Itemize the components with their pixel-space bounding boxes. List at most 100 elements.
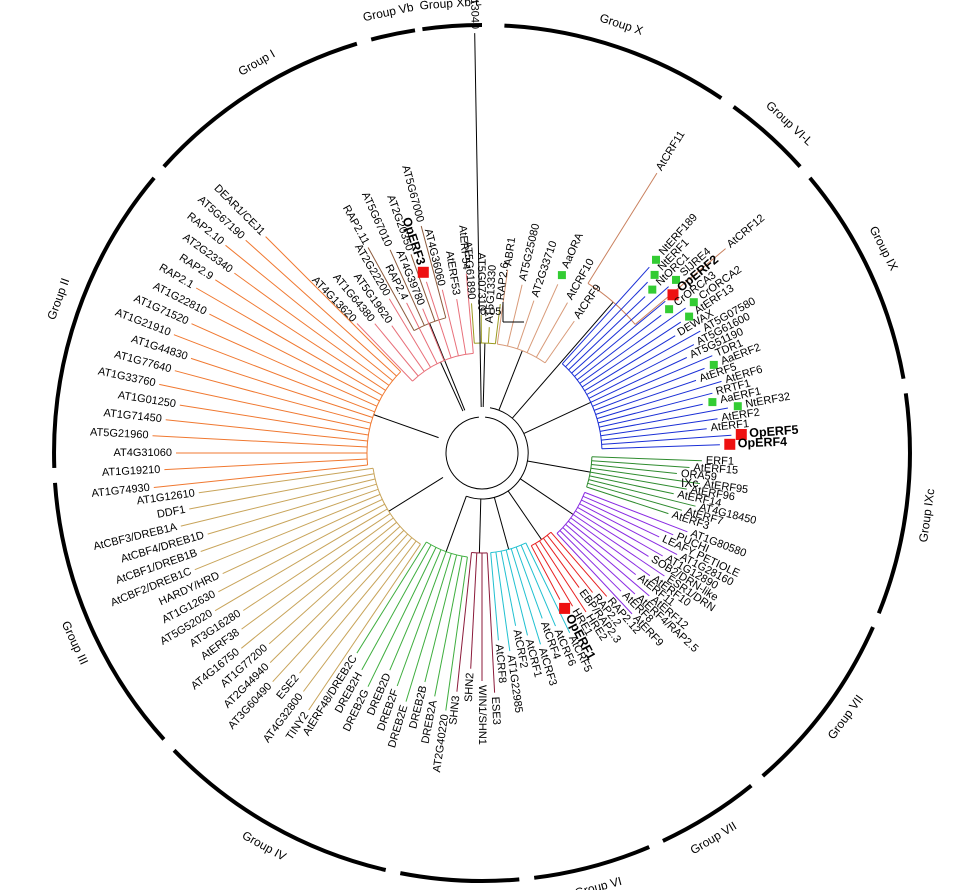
branch [191, 323, 378, 407]
group-arc-xbl [422, 23, 483, 32]
group-arc-ixc [876, 393, 912, 615]
clade-arc [497, 343, 546, 364]
branch [588, 344, 695, 399]
branch [505, 549, 528, 636]
branch [456, 552, 472, 692]
branch [590, 471, 687, 490]
branch [598, 392, 713, 424]
scale-bar-label: 0.05 [480, 306, 501, 318]
branch [600, 418, 718, 437]
leaf-label-atcrf12: AtCRF12 [725, 212, 767, 250]
branch [356, 541, 427, 654]
group-arc-vi [533, 845, 650, 880]
leaf-label-at1g71450: AT1G71450 [103, 407, 162, 425]
group-arc-vb [370, 28, 416, 42]
branch [571, 286, 669, 374]
clade-arc [531, 531, 552, 547]
group-label-i: Group I [236, 47, 278, 79]
branch [302, 540, 417, 692]
group-arcs [52, 23, 912, 883]
green-marker [557, 271, 566, 280]
branch [507, 284, 523, 347]
branch [592, 355, 713, 407]
branch [587, 172, 658, 284]
leaf-label-erf1: ERF1 [706, 455, 735, 468]
branch [594, 367, 705, 411]
clade-stem [482, 342, 486, 408]
clade-stem [523, 401, 592, 435]
leaf-label-aterf2: AtERF2 [721, 407, 761, 424]
leaf-label-operf4: OpERF4 [738, 435, 788, 451]
green-marker [685, 312, 694, 321]
branch [222, 498, 383, 575]
branch [546, 534, 593, 593]
green-marker [648, 285, 657, 294]
branch [591, 464, 677, 474]
leaf-label-at5g21960: AT5G21960 [90, 426, 149, 441]
green-marker [733, 402, 742, 411]
group-arc-viib [662, 784, 753, 843]
red-marker [417, 266, 429, 278]
leaf-label-at5g07310: AT5G07310 [475, 252, 487, 311]
branch [591, 456, 702, 462]
branch [601, 434, 732, 445]
clade-stem [478, 498, 482, 554]
clade-arc [556, 492, 586, 534]
branch [525, 542, 571, 634]
branch [561, 266, 650, 365]
branch [515, 546, 543, 619]
leaf-label-operf5: OpERF5 [749, 423, 799, 440]
branch [575, 510, 649, 557]
branch [425, 281, 452, 359]
group-arc-vil [732, 105, 802, 168]
branch [474, 33, 482, 374]
branch [510, 548, 541, 645]
group-label-ii: Group II [44, 276, 72, 322]
leaf-label-shn2: SHN2 [463, 672, 477, 702]
leaf-label-shn3: SHN3 [447, 695, 462, 725]
leaf-label-ora59: ORA59 [680, 468, 717, 484]
branch [577, 506, 663, 557]
group-label-ix: Group IX [867, 224, 901, 273]
group-arc-iv [172, 748, 387, 872]
leaf-label-at1g01250: AT1G01250 [117, 389, 177, 410]
branch [589, 475, 674, 495]
branch [586, 330, 701, 395]
branch [556, 533, 633, 615]
leaf-label-at5g13330: AT5G13330 [484, 264, 499, 323]
green-marker [689, 298, 698, 307]
branch [587, 482, 683, 511]
clade-stem [511, 301, 614, 419]
branch [570, 517, 651, 577]
branch [526, 284, 559, 353]
green-marker [665, 305, 674, 314]
branch [470, 552, 478, 669]
group-label-iv: Group IV [240, 828, 289, 864]
branch [516, 300, 535, 350]
branch [494, 304, 501, 344]
branch [165, 419, 368, 442]
leaf-label-win1-shn1: WIN1/SHN1 [476, 685, 488, 745]
branch [218, 503, 385, 593]
branch [582, 495, 674, 536]
branch [565, 524, 650, 597]
leaf-label-ddf1: DDF1 [156, 504, 186, 521]
clade-arc [471, 552, 488, 554]
branch [562, 527, 636, 595]
clade-arc [490, 542, 527, 554]
branch [544, 320, 575, 364]
branch [173, 334, 375, 413]
group-label-ixc: Group IXc [916, 488, 937, 543]
branch [356, 323, 413, 382]
branch [164, 458, 368, 471]
red-marker [724, 438, 736, 450]
branch [179, 404, 369, 436]
branch [391, 325, 425, 372]
branch [194, 493, 381, 571]
branch [374, 323, 419, 377]
leaf-label-at5g61890: AT5G61890 [461, 241, 477, 300]
branch [465, 273, 474, 354]
branch [595, 379, 697, 415]
clade-stem [388, 476, 444, 512]
clade-arc [587, 282, 636, 325]
